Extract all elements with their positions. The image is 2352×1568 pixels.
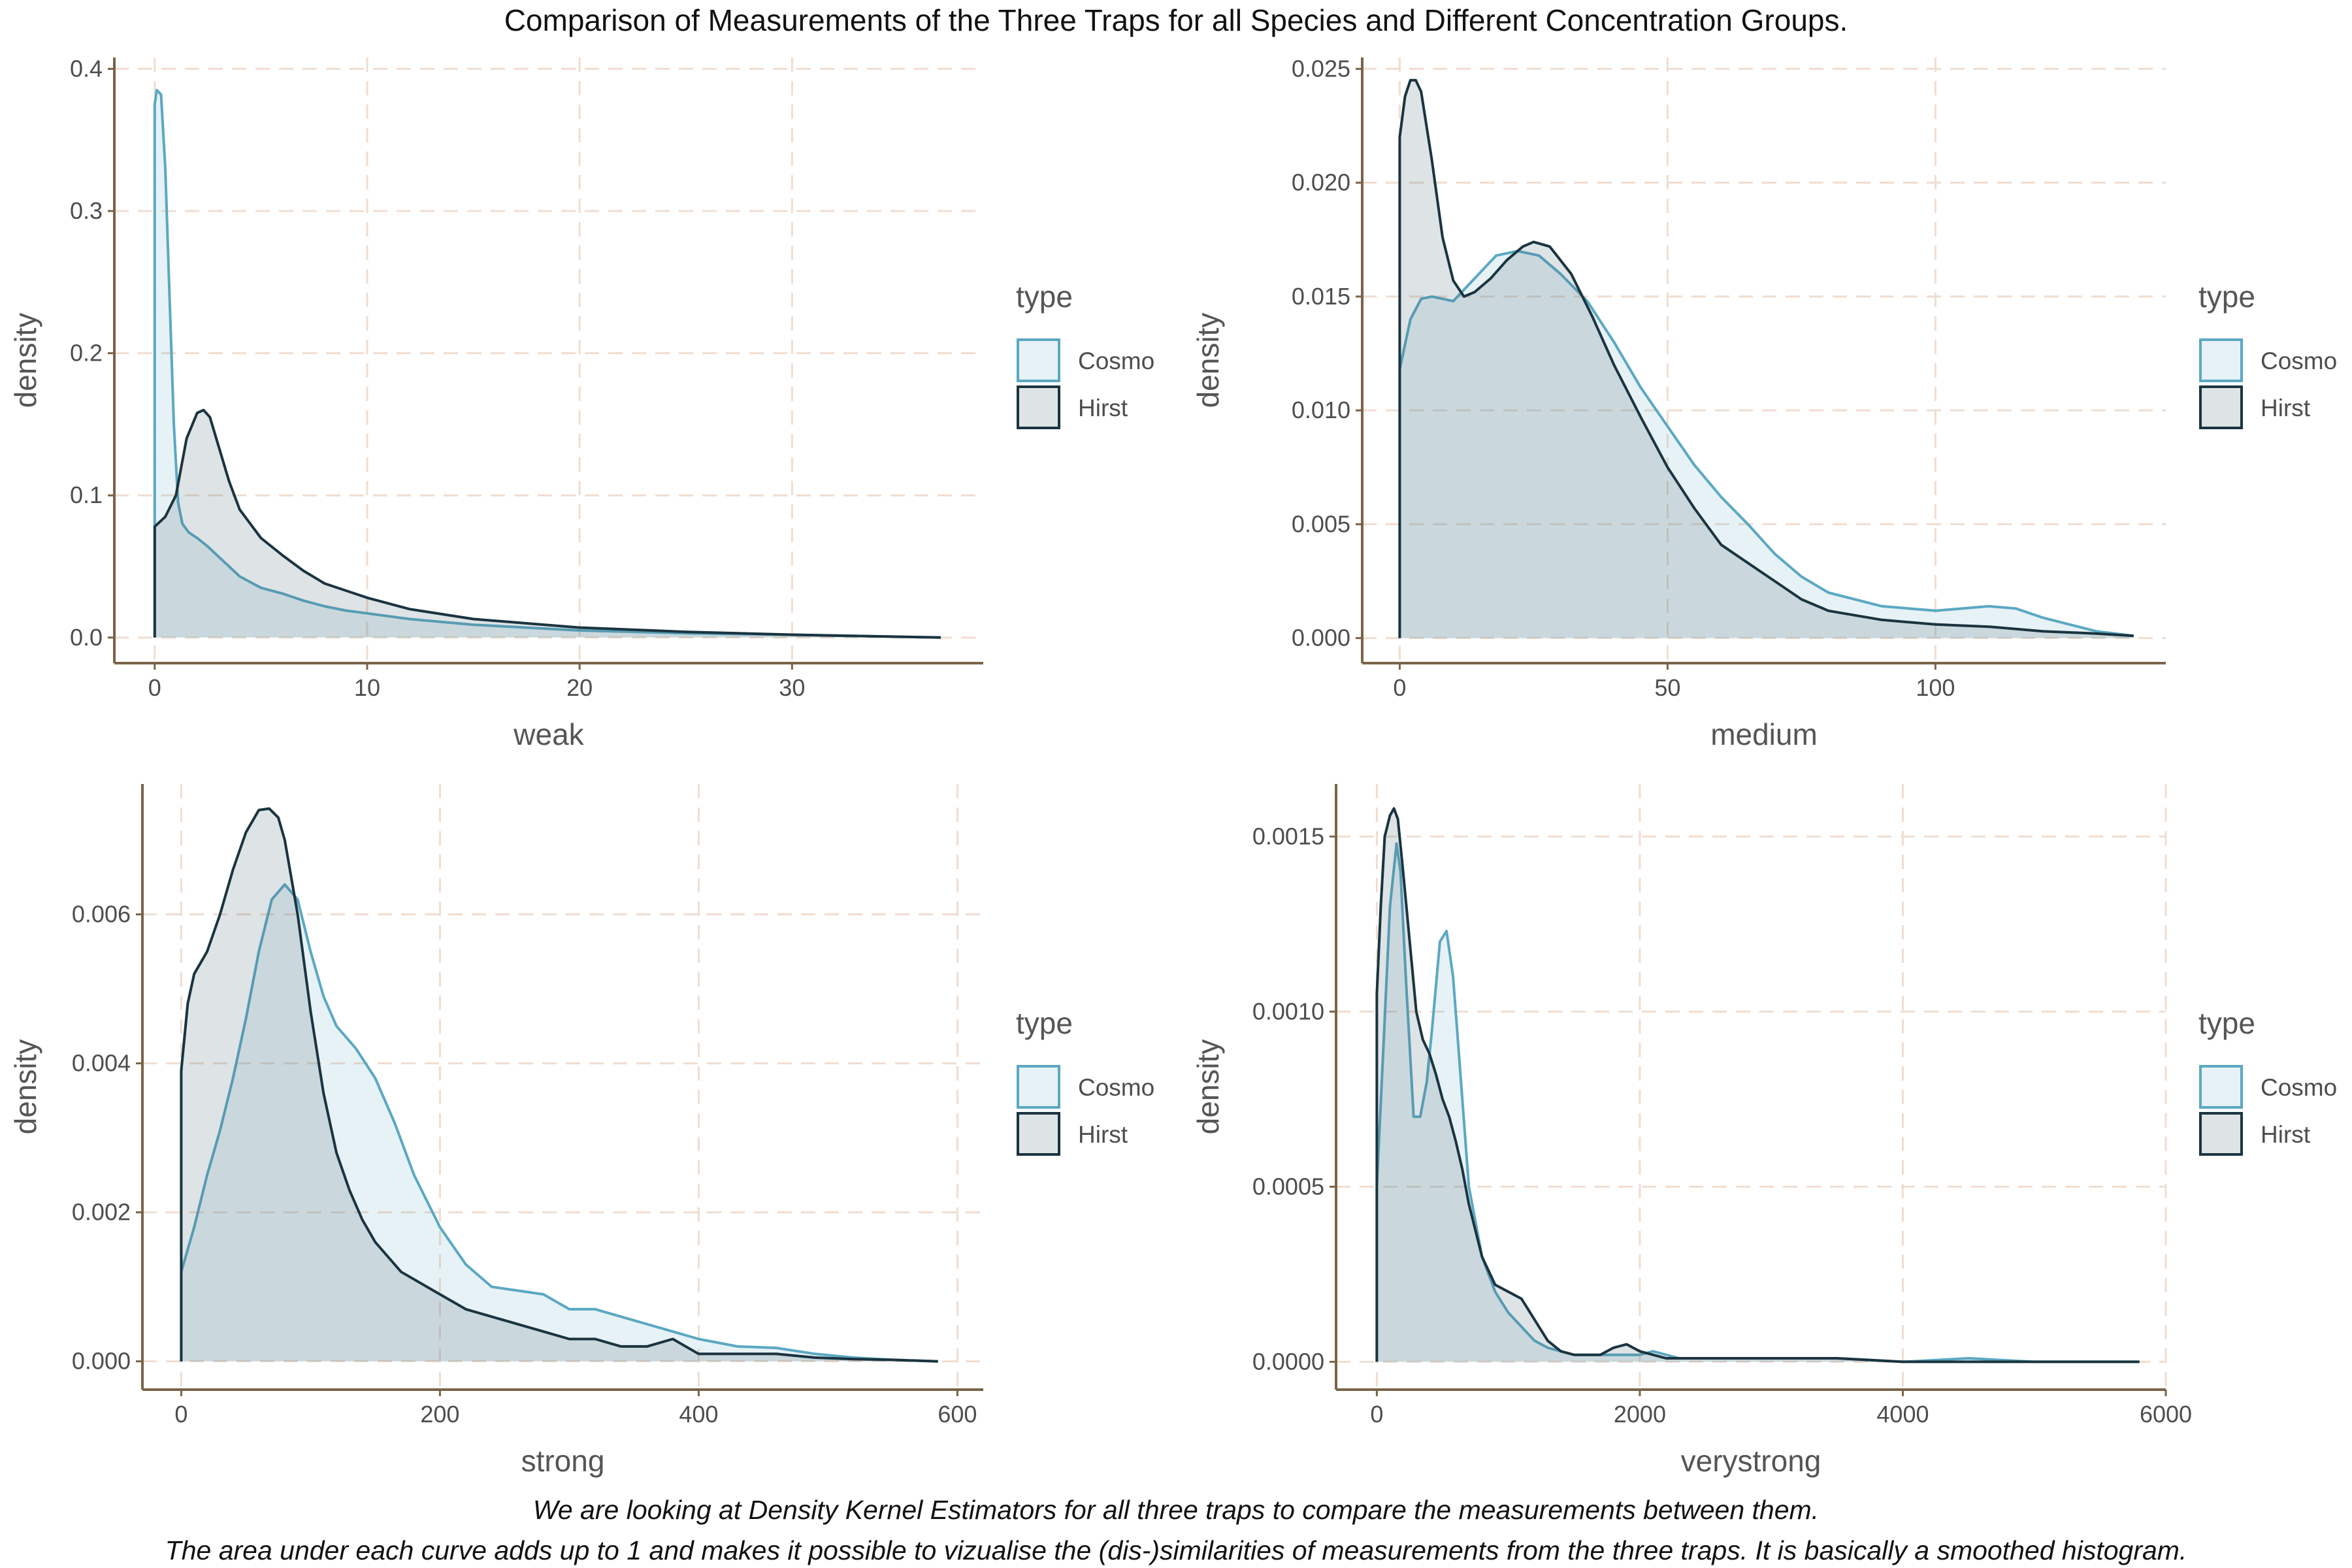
panel-medium: 0 50 100 0.000 0.005 0.010 0.015 0.020 0.025 medi… [1191, 55, 2337, 751]
density-line-hirst [153, 408, 941, 639]
caption-line-2: The area under each curve adds up to 1 a… [165, 1535, 2187, 1565]
density-line-cosmo [1398, 250, 2134, 638]
x-tick-label: 0 [174, 1401, 188, 1428]
legend-title: type [2198, 280, 2255, 314]
density-area-cosmo [1377, 843, 2140, 1362]
y-axis-title: density [1191, 313, 1225, 408]
y-tick-label: 0.025 [1292, 55, 1350, 82]
x-axis-title: weak [513, 717, 584, 751]
y-axis-title: density [8, 1039, 42, 1135]
y-tick-label: 0.004 [72, 1050, 131, 1077]
legend: type Cosmo Hirst [1016, 280, 1154, 429]
x-tick-label: 400 [679, 1401, 718, 1428]
x-tick-label: 50 [1654, 674, 1680, 701]
x-tick-label: 100 [1916, 674, 1955, 701]
y-tick-label: 0.006 [72, 901, 131, 928]
legend: type Cosmo Hirst [2198, 280, 2337, 429]
y-tick-label: 0.000 [72, 1348, 131, 1375]
legend-label-hirst: Hirst [2261, 395, 2311, 421]
density-area-cosmo [154, 90, 941, 638]
y-tick-label: 0.2 [70, 340, 103, 367]
y-axis-title: density [1191, 1039, 1225, 1135]
y-tick-label: 0.000 [1292, 625, 1350, 651]
legend-label-cosmo: Cosmo [2261, 1074, 2337, 1101]
legend-label-cosmo: Cosmo [1078, 348, 1154, 374]
density-line-hirst [180, 807, 938, 1363]
x-tick-label: 20 [566, 674, 593, 701]
legend-key-hirst [1017, 385, 1060, 429]
y-tick-label: 0.1 [70, 482, 103, 508]
legend-key-cosmo [1017, 338, 1060, 382]
y-tick-label: 0.3 [70, 197, 103, 224]
y-tick-label: 0.0005 [1252, 1173, 1324, 1200]
x-tick-label: 600 [938, 1401, 977, 1428]
legend-key-cosmo [1017, 1065, 1060, 1109]
y-tick-label: 0.005 [1292, 510, 1350, 537]
density-area-hirst [154, 410, 941, 638]
x-tick-label: 0 [148, 674, 161, 701]
legend-label-hirst: Hirst [2261, 1121, 2311, 1148]
legend-label-hirst: Hirst [1078, 1121, 1128, 1148]
x-tick-label: 0 [1370, 1401, 1383, 1428]
x-axis-title: verystrong [1681, 1444, 1821, 1478]
legend-key-cosmo [2199, 338, 2243, 382]
panel-strong: 0 200 400 600 0.000 0.002 0.004 0.006 strong dens… [8, 784, 1154, 1478]
legend-title: type [1016, 1006, 1073, 1040]
x-tick-label: 0 [1393, 674, 1406, 701]
legend: type Cosmo Hirst [2198, 1006, 2337, 1156]
x-tick-label: 4000 [1876, 1401, 1929, 1428]
y-tick-label: 0.015 [1292, 283, 1350, 310]
density-line-cosmo [180, 883, 938, 1363]
legend-key-hirst [1017, 1112, 1060, 1156]
chart-title: Comparison of Measurements of the Three … [504, 3, 1848, 37]
caption-line-1: We are looking at Density Kernel Estimat… [532, 1495, 1820, 1525]
panel-weak: 0 10 20 30 0.0 0.1 0.2 0.3 0.4 weak density type Cos… [8, 55, 1154, 751]
y-tick-label: 0.0000 [1252, 1348, 1324, 1375]
density-line-hirst [1398, 78, 2134, 638]
legend-label-cosmo: Cosmo [1078, 1074, 1154, 1101]
legend-key-hirst [2199, 1112, 2243, 1156]
panel-verystrong: 0 2000 4000 6000 0.0000 0.0005 0.0010 0.0015 ver… [1191, 784, 2337, 1478]
x-axis-title: strong [521, 1444, 605, 1478]
y-tick-label: 0.0010 [1252, 998, 1324, 1024]
density-line-hirst [1375, 807, 2140, 1364]
density-line-cosmo [153, 89, 941, 639]
legend-label-cosmo: Cosmo [2261, 348, 2337, 374]
density-area-hirst [1377, 808, 2140, 1362]
legend-key-cosmo [2199, 1065, 2243, 1109]
x-tick-label: 10 [354, 674, 380, 701]
x-axis-title: medium [1710, 717, 1818, 751]
density-area-hirst [1399, 80, 2134, 638]
y-tick-label: 0.4 [70, 55, 103, 82]
legend-title: type [1016, 280, 1073, 314]
x-tick-label: 200 [420, 1401, 459, 1428]
y-tick-label: 0.010 [1292, 397, 1350, 423]
x-tick-label: 30 [779, 674, 805, 701]
y-tick-label: 0.0015 [1252, 823, 1324, 849]
density-area-hirst [181, 808, 938, 1362]
density-area-cosmo [181, 884, 938, 1362]
legend-label-hirst: Hirst [1078, 395, 1128, 421]
density-area-cosmo [1399, 251, 2134, 638]
legend-key-hirst [2199, 385, 2243, 429]
y-tick-label: 0.002 [72, 1199, 131, 1226]
legend: type Cosmo Hirst [1016, 1006, 1154, 1156]
legend-title: type [2198, 1006, 2255, 1040]
x-tick-label: 6000 [2140, 1401, 2192, 1428]
y-axis-title: density [8, 313, 42, 408]
y-tick-label: 0.020 [1292, 169, 1350, 196]
y-tick-label: 0.0 [70, 624, 103, 651]
x-tick-label: 2000 [1614, 1401, 1666, 1428]
